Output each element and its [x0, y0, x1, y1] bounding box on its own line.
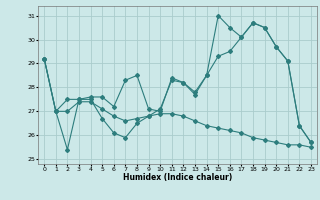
- X-axis label: Humidex (Indice chaleur): Humidex (Indice chaleur): [123, 173, 232, 182]
